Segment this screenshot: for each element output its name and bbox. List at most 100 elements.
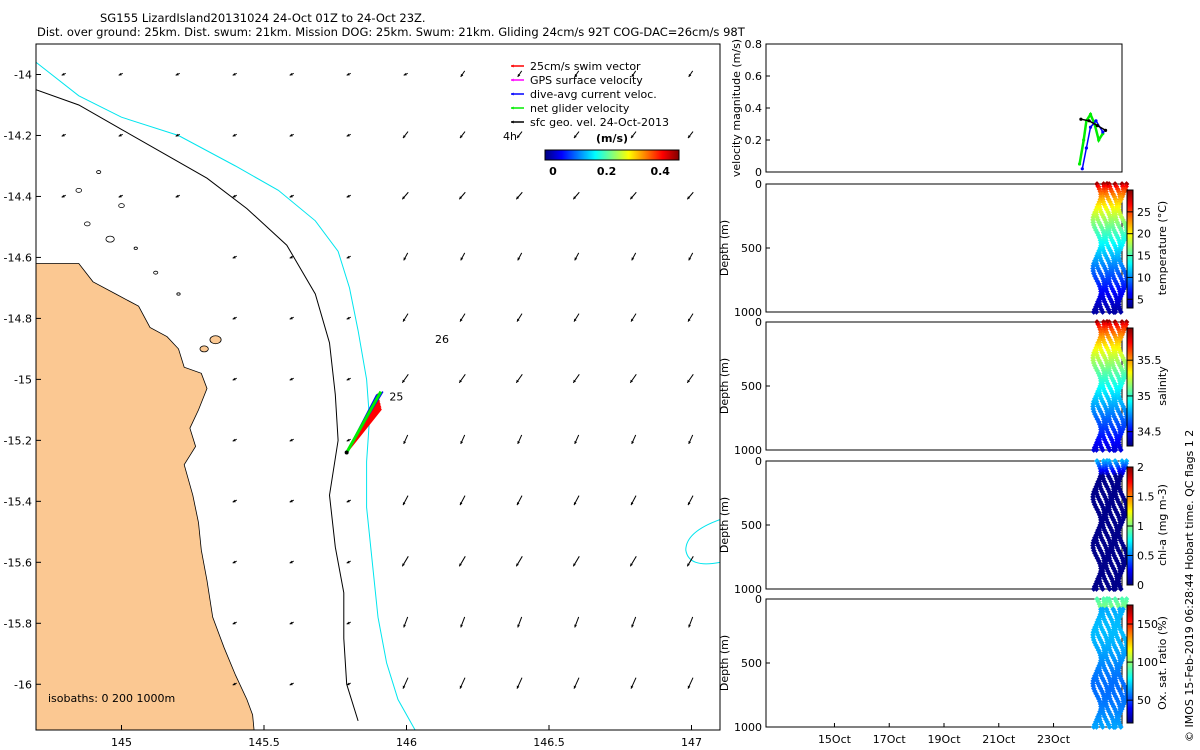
salinity-section-dot — [1093, 447, 1100, 453]
geo-velocity-arrow-10-1-head — [631, 135, 634, 139]
temperature-section-colorbar-tick-label-0: 5 — [1137, 293, 1144, 306]
geo-velocity-arrow-8-3-head — [517, 257, 521, 261]
title-line-1: SG155 LizardIsland20131024 24-Oct 01Z to… — [100, 11, 426, 25]
geo-velocity-arrow-4-6-head — [289, 438, 293, 442]
geo-velocity-arrow-9-5-head — [573, 379, 576, 383]
geo-velocity-arrow-1-2-head — [118, 194, 122, 198]
geo-velocity-arrow-4-10-head — [289, 682, 293, 686]
legend-label-0: 25cm/s swim vector — [530, 60, 641, 73]
geo-velocity-arrow-7-10-head — [459, 685, 463, 689]
geo-velocity-arrow-7-6-head — [460, 440, 464, 444]
salinity-section-ytick-label-2: 1000 — [734, 444, 762, 457]
geo-velocity-arrow-3-5-head — [232, 377, 236, 381]
geo-velocity-arrow-11-10-head — [687, 685, 691, 689]
temperature-section-dot — [1093, 309, 1100, 315]
geo-velocity-arrow-11-4-head — [688, 318, 691, 322]
geo-velocity-arrow-10-10-head — [630, 685, 634, 689]
geo-velocity-arrow-11-6-head — [688, 440, 692, 444]
geo-velocity-arrow-9-1-head — [574, 135, 577, 139]
velocity-ytick-label-0: 0 — [755, 166, 762, 179]
map-xtick-label-0: 145 — [111, 736, 132, 749]
geo-velocity-arrow-9-4-head — [574, 318, 577, 322]
velocity-ytick-label-4: 0.8 — [745, 38, 763, 51]
geo-velocity-arrow-6-7-head — [402, 502, 406, 506]
oxygen-section-colorbar-tick-label-0: 50 — [1137, 694, 1151, 707]
geo-velocity-arrow-4-9-head — [289, 621, 293, 625]
temperature-section-dot — [1112, 309, 1119, 315]
oxygen-section-ytick-label-2: 1000 — [734, 721, 762, 734]
geo-velocity-arrow-4-0-head — [289, 72, 293, 76]
velocity-point-0-5 — [1097, 138, 1101, 142]
map-colorbar — [544, 149, 680, 161]
chlorophyll-section-ylabel: Depth (m) — [718, 497, 731, 553]
map-ytick-label-5: -15 — [14, 373, 32, 386]
geo-velocity-arrow-4-5-head — [289, 377, 293, 381]
temperature-section-dot — [1117, 309, 1124, 315]
geo-velocity-arrow-10-6-head — [631, 440, 635, 444]
geo-velocity-arrow-6-3-head — [403, 257, 407, 261]
chlorophyll-section-dot — [1093, 586, 1100, 592]
reef-4 — [118, 203, 125, 208]
reef-9 — [133, 246, 138, 250]
temperature-section-ytick-label-1: 500 — [741, 242, 762, 255]
temperature-section-colorbar — [1126, 189, 1134, 309]
map-frame — [35, 43, 721, 731]
legend-arrow-3-head — [511, 106, 514, 110]
map-colorbar-tick-1: 0.2 — [597, 165, 617, 178]
geo-velocity-arrow-0-1-head — [61, 133, 65, 137]
map-annotation-1: 25 — [389, 391, 403, 404]
velocity-point-0-3 — [1088, 112, 1093, 116]
net-velocity-vector — [345, 390, 383, 454]
geo-velocity-arrow-4-4-head — [289, 316, 293, 320]
time-xtick-label-3: 21Oct — [982, 733, 1016, 746]
velocity-point-1-4 — [1101, 130, 1105, 134]
geo-velocity-arrow-10-0-head — [631, 73, 635, 77]
geo-velocity-arrow-3-3-head — [232, 255, 236, 259]
map-ytick-label-4: -14.8 — [4, 312, 32, 325]
velocity-point-2-2 — [1095, 124, 1099, 128]
geo-velocity-arrow-6-6-head — [403, 440, 407, 444]
temperature-section-colorbar-tick-label-3: 20 — [1137, 228, 1151, 241]
geo-velocity-arrow-3-4-head — [232, 316, 236, 320]
oxygen-section-dot — [1106, 724, 1113, 730]
geo-velocity-arrow-3-7-head — [232, 499, 236, 503]
chlorophyll-section-colorbar-label: chl-a (mg m-3) — [1156, 484, 1169, 566]
oxygen-section-dot — [1099, 724, 1106, 730]
geo-velocity-arrow-8-1-head — [517, 135, 520, 139]
geo-velocity-arrow-10-3-head — [631, 257, 635, 261]
velocity-point-2-1 — [1087, 119, 1091, 123]
geo-velocity-arrow-7-3-head — [460, 257, 464, 261]
geo-velocity-arrow-11-1-head — [688, 135, 691, 139]
velocity-point-1-2 — [1088, 125, 1093, 129]
salinity-section-colorbar-tick-label-2: 35.5 — [1137, 354, 1162, 367]
reef-0 — [209, 335, 222, 345]
geo-velocity-arrow-5-4-head — [346, 316, 350, 320]
track-start-marker — [344, 450, 349, 455]
map-ytick-label-2: -14.4 — [4, 190, 32, 203]
isobath-label: isobaths: 0 200 1000m — [48, 692, 175, 705]
legend-arrow-1-head — [511, 78, 514, 82]
geo-velocity-arrow-7-2-head — [459, 196, 463, 200]
salinity-section-colorbar-tick-label-0: 34.5 — [1137, 426, 1162, 439]
map-colorbar-title: (m/s) — [596, 132, 628, 145]
map-colorbar-tick-2: 0.4 — [650, 165, 670, 178]
geo-velocity-arrow-5-6-head — [346, 438, 350, 442]
chlorophyll-section-colorbar-tick-label-0: 0 — [1137, 579, 1144, 592]
geo-velocity-arrow-6-8-head — [402, 563, 405, 567]
geo-velocity-arrow-7-0-head — [460, 73, 464, 77]
temperature-section-colorbar-tick-label-1: 10 — [1137, 271, 1151, 284]
reef-6 — [153, 270, 159, 275]
legend-arrow-2-head — [511, 92, 514, 96]
geo-velocity-arrow-3-1-head — [232, 133, 236, 137]
geo-velocity-arrow-3-2-head — [232, 194, 236, 198]
title-line-2: Dist. over ground: 25km. Dist. swum: 21k… — [37, 25, 745, 39]
legend-arrow-0-head — [511, 64, 514, 68]
map-xtick-label-3: 146.5 — [533, 736, 565, 749]
chlorophyll-section-colorbar-tick-label-3: 1.5 — [1137, 491, 1155, 504]
map-ytick-label-0: -14 — [14, 68, 32, 81]
oxygen-section-colorbar-tick-label-2: 150 — [1137, 618, 1158, 631]
time-xtick-label-0: 15Oct — [818, 733, 852, 746]
geo-velocity-arrow-3-6-head — [232, 438, 236, 442]
